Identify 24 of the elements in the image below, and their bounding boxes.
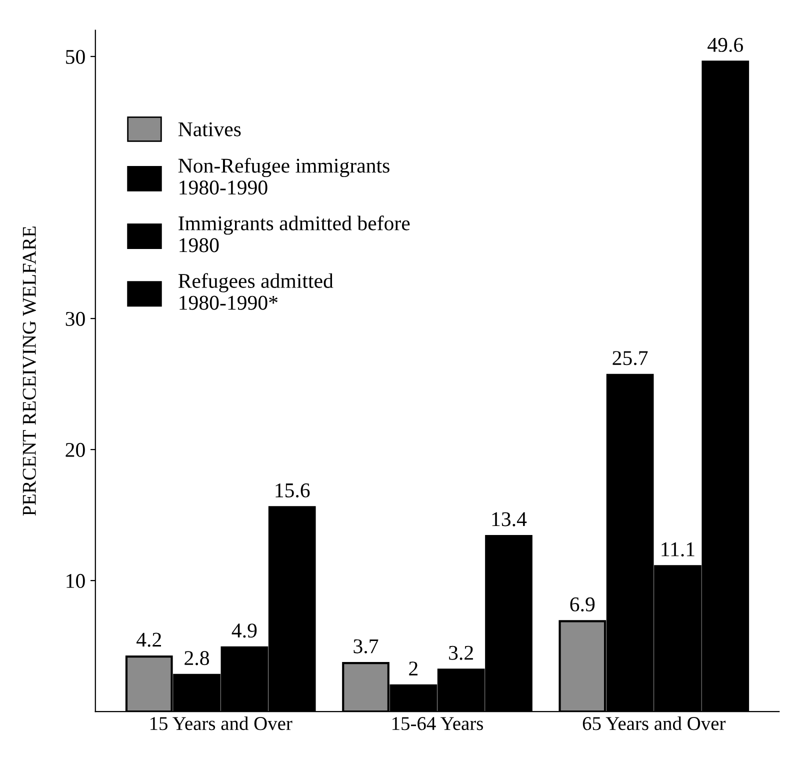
y-tick-label: 10 bbox=[66, 574, 85, 588]
legend-label: Refugees admitted 1980-1990* bbox=[178, 273, 334, 310]
y-tick-label: 30 bbox=[66, 312, 85, 326]
x-tick-label: 15-64 Years bbox=[392, 717, 483, 730]
data-label: 4.9 bbox=[232, 624, 257, 638]
data-label: 11.1 bbox=[662, 542, 694, 556]
y-axis-title: PERCENT RECEIVING WELFARE bbox=[22, 226, 36, 516]
data-label: 15.6 bbox=[276, 483, 310, 498]
data-label: 25.7 bbox=[612, 351, 648, 366]
y-tick-label: 20 bbox=[66, 442, 85, 457]
data-label: 2.8 bbox=[184, 651, 210, 666]
data-label: 6.9 bbox=[570, 597, 595, 612]
legend-label: Natives bbox=[178, 122, 241, 136]
data-label: 2 bbox=[409, 662, 418, 676]
x-tick-label: 65 Years and Over bbox=[582, 716, 726, 730]
x-tick-label: 15 Years and Over bbox=[150, 716, 292, 730]
legend-label: Immigrants admitted before 1980 bbox=[178, 216, 410, 252]
data-label: 13.4 bbox=[492, 512, 527, 526]
data-label: 49.6 bbox=[708, 38, 743, 52]
data-label: 3.7 bbox=[354, 639, 378, 654]
y-tick-label: 50 bbox=[66, 50, 85, 64]
data-label: 4.2 bbox=[136, 632, 161, 647]
legend-label: Non-Refugee immigrants 1980-1990 bbox=[178, 158, 390, 195]
data-label: 3.2 bbox=[449, 646, 473, 660]
